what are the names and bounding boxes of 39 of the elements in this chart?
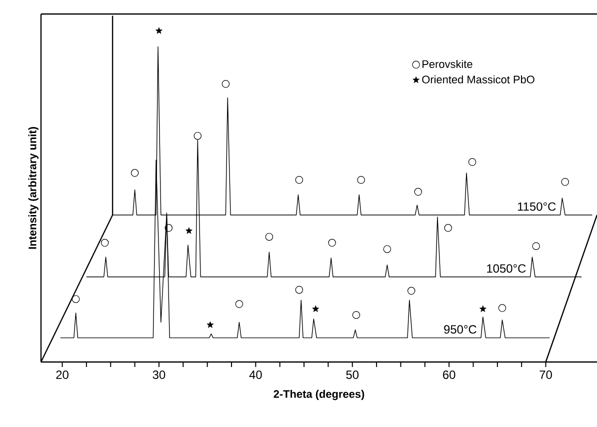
y-axis-title: Intensity (arbitrary unit) [28, 127, 38, 249]
point [407, 286, 416, 295]
point [265, 232, 274, 241]
point [352, 311, 360, 319]
point [130, 169, 139, 177]
point [72, 295, 80, 303]
x-tick-label: 70 [540, 370, 552, 379]
point [479, 305, 486, 312]
legend-label: Perovskite [422, 60, 472, 68]
point [498, 304, 506, 312]
x-axis-title: 2-Theta (degrees) [274, 390, 364, 400]
x-tick-label: 40 [249, 370, 262, 379]
series-label: 950°C [444, 325, 476, 334]
point [194, 132, 202, 140]
x-tick-label: 60 [443, 370, 456, 379]
point [383, 245, 392, 253]
x-tick-label: 20 [56, 370, 68, 379]
x-tick-label: 30 [152, 370, 166, 379]
point [532, 242, 540, 250]
point [468, 158, 476, 166]
legend-label: Oriented Massicot PbO [422, 75, 534, 84]
point [164, 224, 173, 232]
point [156, 27, 162, 34]
point [235, 300, 244, 308]
point [295, 286, 304, 294]
series-label: 1150°C [518, 202, 556, 211]
series-label: 1050°C [487, 264, 526, 273]
point [206, 321, 214, 328]
point [414, 188, 422, 196]
x-tick-label: 50 [346, 370, 359, 379]
point [100, 238, 109, 247]
point [186, 227, 192, 234]
point [328, 238, 336, 247]
point [222, 80, 230, 88]
point [312, 305, 320, 312]
point [561, 178, 569, 186]
point [444, 224, 452, 232]
point [295, 176, 304, 184]
point [357, 176, 365, 184]
